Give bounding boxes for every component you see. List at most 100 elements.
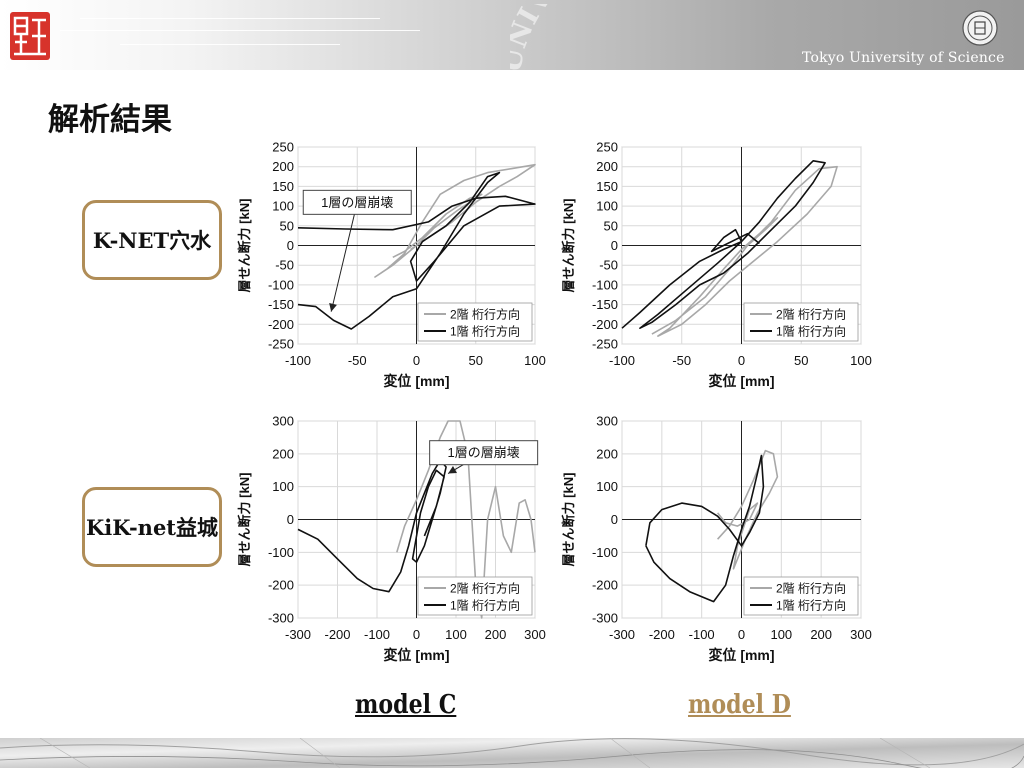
chart-legend: 2階 桁行方向 1階 桁行方向	[417, 302, 533, 342]
x-tick-label: 0	[413, 353, 420, 368]
y-tick-label: 0	[611, 238, 618, 253]
y-axis-label: 層せん断力 [kN]	[561, 473, 576, 567]
x-tick-label: 100	[524, 353, 546, 368]
series-line-1f	[297, 171, 536, 330]
slide-header: UNIVERSITY OF Tokyo University of Scienc…	[0, 0, 1024, 70]
legend-label: 1階 桁行方向	[776, 598, 846, 613]
x-tick-label: 300	[524, 627, 546, 642]
y-tick-label: -250	[268, 337, 294, 352]
model-c-label: model C	[355, 690, 457, 720]
x-tick-label: -100	[609, 353, 635, 368]
y-tick-label: -50	[275, 258, 294, 273]
y-tick-label: 50	[280, 218, 294, 233]
collapse-annotation: 1層の層崩壊	[302, 189, 412, 312]
y-tick-label: 150	[596, 179, 618, 194]
university-seal-icon	[962, 10, 998, 46]
x-axis-label: 変位 [mm]	[708, 373, 774, 389]
y-tick-label: 0	[611, 512, 618, 527]
x-tick-label: 200	[810, 627, 832, 642]
row-label-knet-anamizu: K-NET穴水	[82, 200, 222, 280]
chart-legend: 2階 桁行方向 1階 桁行方向	[743, 302, 859, 342]
y-tick-label: -150	[592, 297, 618, 312]
x-tick-label: 300	[850, 627, 872, 642]
series-line-2f	[651, 165, 838, 337]
series-line-1f	[645, 454, 765, 603]
x-tick-label: 50	[794, 353, 808, 368]
y-tick-label: 200	[272, 446, 294, 461]
x-tick-label: 100	[445, 627, 467, 642]
y-axis-label: 層せん断力 [kN]	[237, 199, 252, 293]
y-axis-label: 層せん断力 [kN]	[561, 199, 576, 293]
y-tick-label: 100	[272, 199, 294, 214]
x-tick-label: -200	[649, 627, 675, 642]
y-tick-label: -250	[592, 337, 618, 352]
legend-label: 2階 桁行方向	[450, 307, 520, 322]
x-tick-label: 0	[413, 627, 420, 642]
y-tick-label: -300	[592, 611, 618, 626]
y-tick-label: 100	[596, 479, 618, 494]
chart-3: -300 -200 -100 0 100 200 300 300 200 100 0 -100 -200…	[237, 414, 546, 664]
chart-legend: 2階 桁行方向 1階 桁行方向	[743, 576, 859, 616]
legend-label: 1階 桁行方向	[776, 324, 846, 339]
x-tick-label: -300	[609, 627, 635, 642]
y-tick-label: 200	[596, 159, 618, 174]
chart-2: -100 -50 0 50 100 250 200 150 100 50 0 -50 -100 -150 -…	[561, 140, 872, 390]
university-watermark: UNIVERSITY OF	[510, 4, 718, 70]
model-d-label: model D	[688, 690, 791, 720]
y-tick-label: -200	[592, 578, 618, 593]
y-tick-label: -150	[268, 297, 294, 312]
y-tick-label: 50	[604, 218, 618, 233]
annotation-text: 1層の層崩壊	[448, 445, 520, 460]
chart-legend: 2階 桁行方向 1階 桁行方向	[417, 576, 533, 616]
y-tick-label: 250	[272, 140, 294, 155]
series-line-1f	[621, 160, 826, 329]
chart-4: -300 -200 -100 0 100 200 300 300 200 100 0 -100 -200…	[561, 414, 872, 664]
y-tick-label: 0	[287, 238, 294, 253]
y-tick-label: -200	[592, 317, 618, 332]
legend-label: 1階 桁行方向	[450, 598, 520, 613]
row-label-kiknet-mashiki: KiK-net益城	[82, 487, 222, 567]
x-tick-label: 0	[738, 353, 745, 368]
y-tick-label: -100	[592, 277, 618, 292]
x-tick-label: 100	[850, 353, 872, 368]
legend-label: 1階 桁行方向	[450, 324, 520, 339]
university-logo-icon	[10, 12, 50, 60]
y-tick-label: -200	[268, 317, 294, 332]
x-axis-label: 変位 [mm]	[383, 647, 449, 663]
x-axis-label: 変位 [mm]	[383, 373, 449, 389]
y-tick-label: 250	[596, 140, 618, 155]
annotation-text: 1層の層崩壊	[321, 195, 393, 210]
x-tick-label: -100	[689, 627, 715, 642]
slide-title: 解析結果	[48, 102, 172, 138]
x-tick-label: 100	[770, 627, 792, 642]
x-tick-label: 50	[469, 353, 483, 368]
y-tick-label: -300	[268, 611, 294, 626]
x-tick-label: -50	[672, 353, 691, 368]
x-tick-label: -200	[324, 627, 350, 642]
x-axis-label: 変位 [mm]	[708, 647, 774, 663]
y-tick-label: -200	[268, 578, 294, 593]
chart-1: -100 -50 0 50 100 250 200 150 100 50 0 -50 -100 -150 -…	[237, 140, 546, 390]
legend-label: 2階 桁行方向	[450, 581, 520, 596]
series-line-2f	[374, 163, 536, 278]
y-tick-label: -50	[599, 258, 618, 273]
y-tick-label: 200	[272, 159, 294, 174]
x-tick-label: -100	[285, 353, 311, 368]
y-tick-label: 100	[272, 479, 294, 494]
y-tick-label: -100	[592, 545, 618, 560]
x-tick-label: 200	[485, 627, 507, 642]
x-tick-label: -300	[285, 627, 311, 642]
y-tick-label: 300	[272, 414, 294, 429]
y-tick-label: 300	[596, 414, 618, 429]
university-name: Tokyo University of Science	[802, 50, 1005, 66]
y-tick-label: -100	[268, 545, 294, 560]
footer-marble-band	[0, 738, 1024, 768]
legend-label: 2階 桁行方向	[776, 581, 846, 596]
legend-label: 2階 桁行方向	[776, 307, 846, 322]
collapse-annotation: 1層の層崩壊	[429, 440, 539, 474]
x-tick-label: 0	[738, 627, 745, 642]
y-axis-label: 層せん断力 [kN]	[237, 473, 252, 567]
y-tick-label: 150	[272, 179, 294, 194]
y-tick-label: -100	[268, 277, 294, 292]
